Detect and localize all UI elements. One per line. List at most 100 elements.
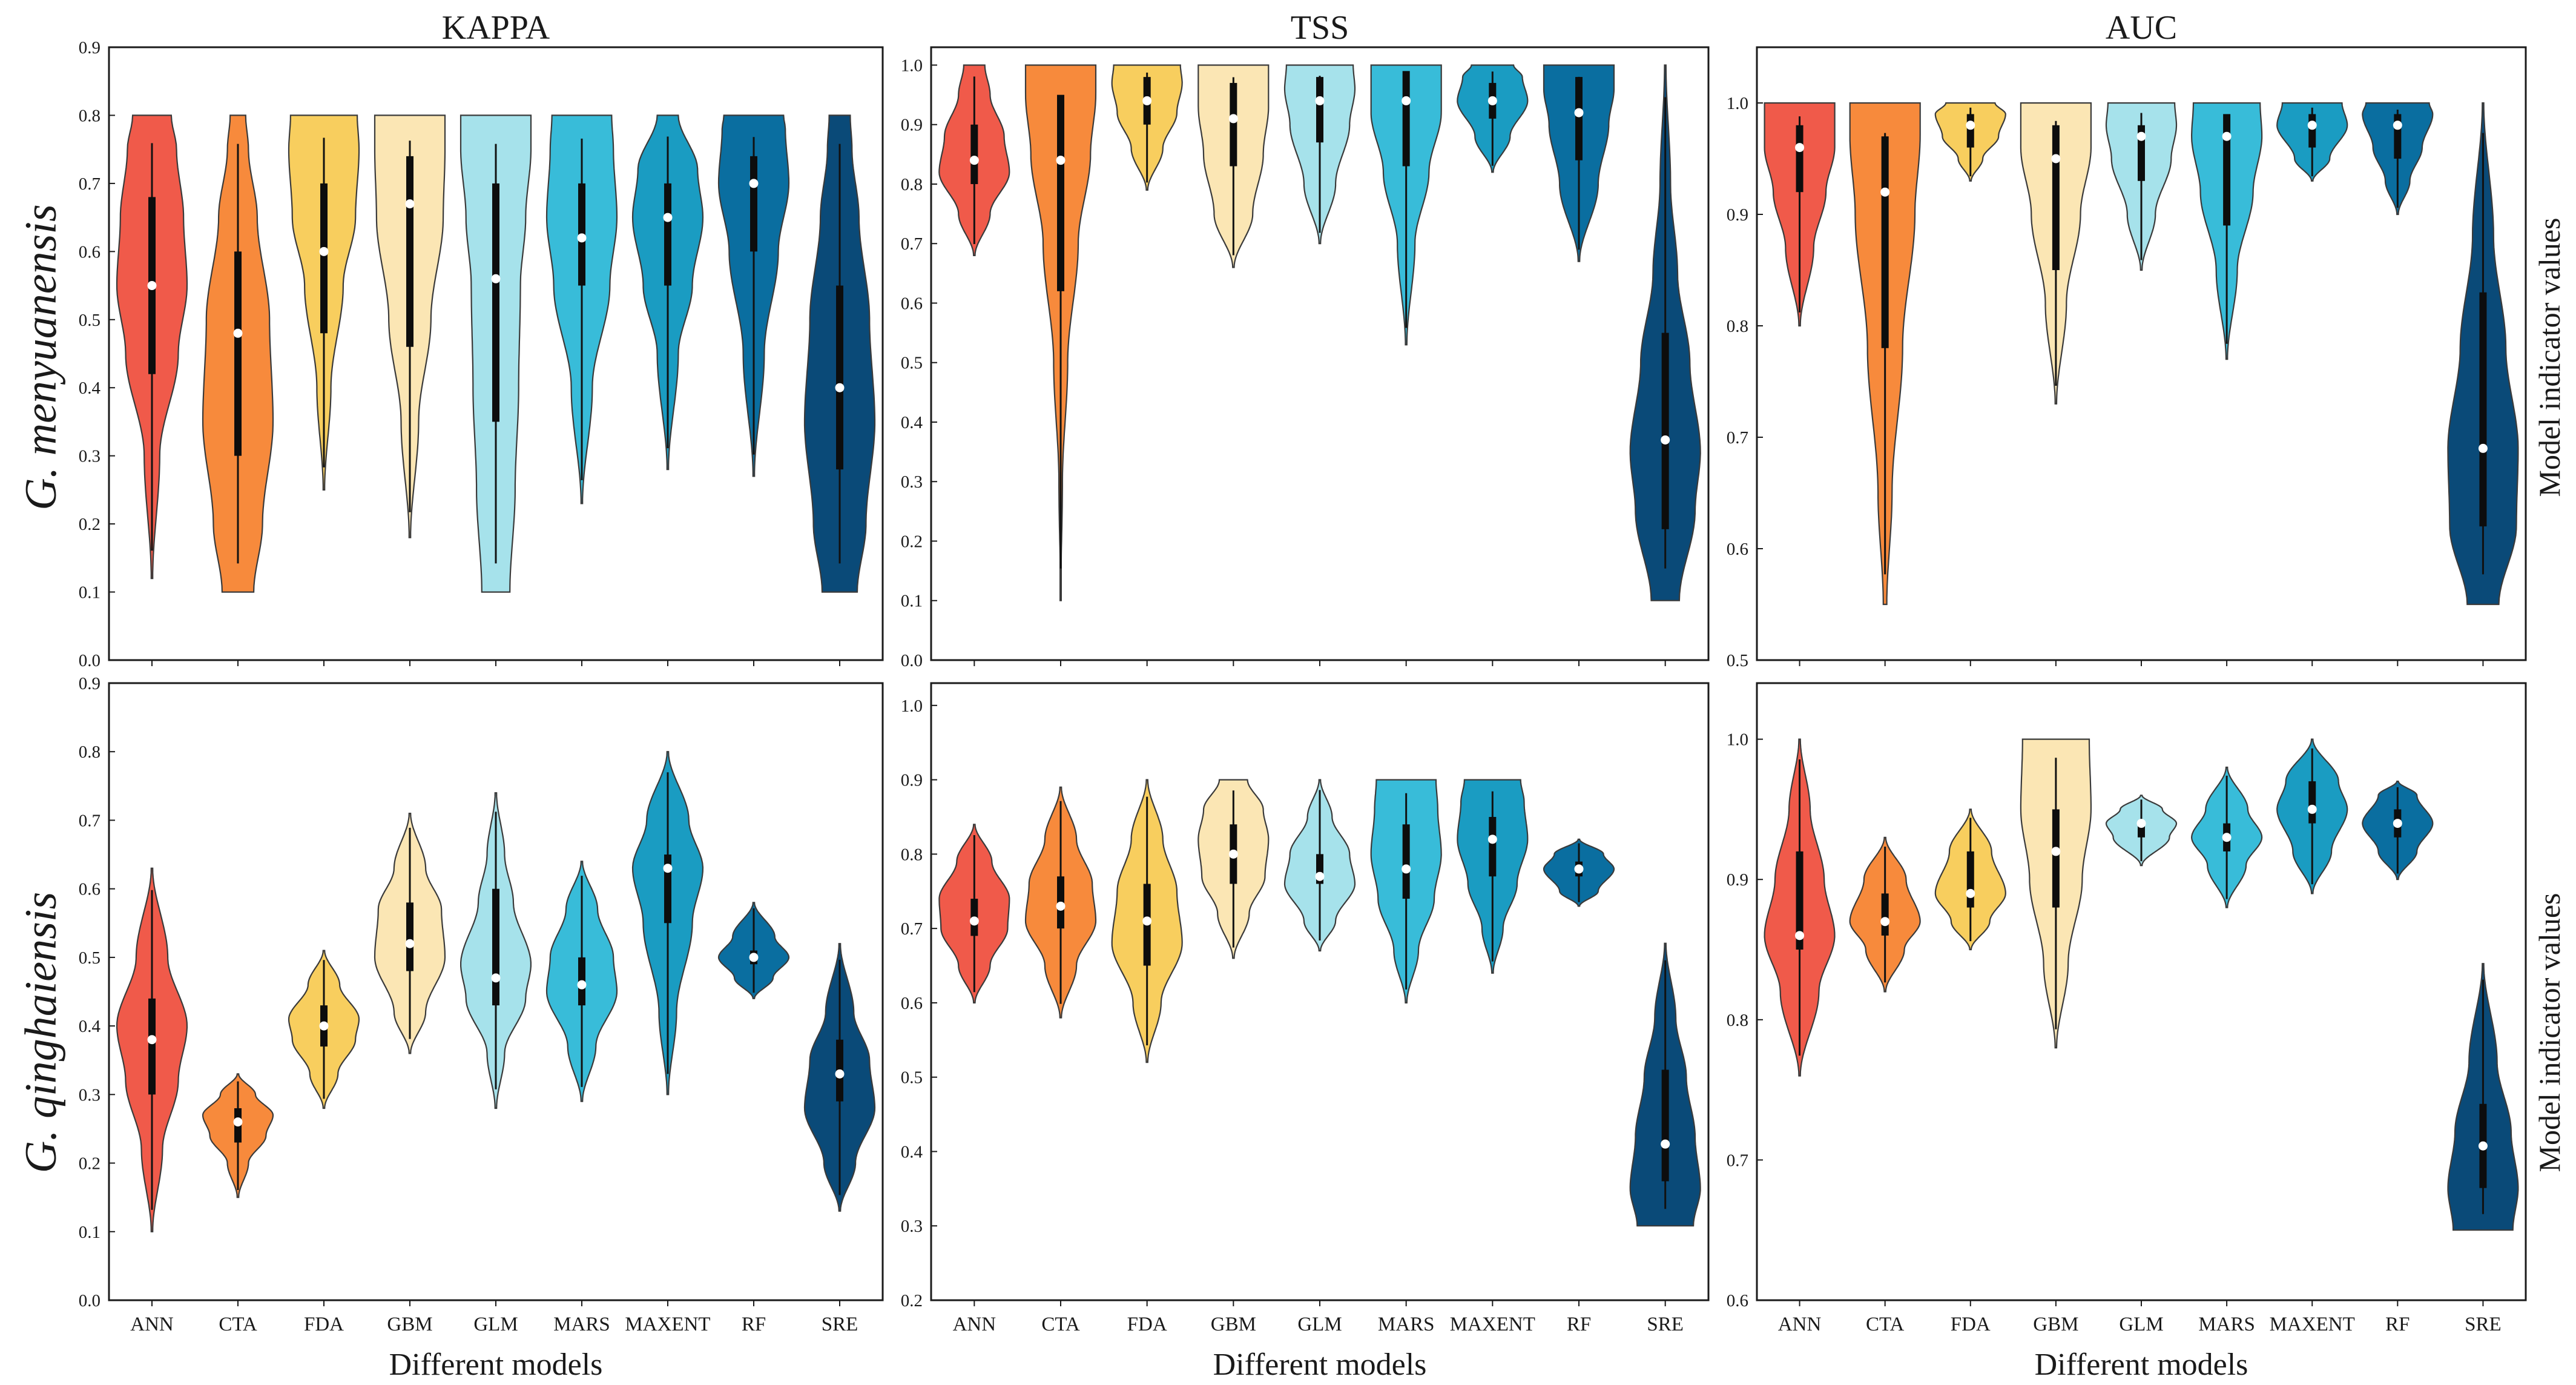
panel-frame [1756,46,2527,661]
median-dot-sre [835,1069,845,1079]
median-dot-fda [1966,888,1975,898]
y-tick-label: 0.7 [79,174,100,194]
median-dot-cta [233,328,243,338]
x-tick-label-gbm: GBM [387,1314,432,1335]
iqr-box-fda [1966,114,1974,148]
iqr-box-gbm [406,156,413,347]
x-tick-label-fda: FDA [304,1314,344,1335]
column-title-tss: TSS [1291,9,1349,47]
median-dot-gbm [405,199,415,209]
median-dot-cta [1880,917,1890,927]
y-tick-label: 0.9 [79,674,100,693]
median-dot-ann [147,1035,157,1045]
median-dot-cta [233,1117,243,1127]
panel-kappa-menyuanensis: 0.0 0.1 0.2 0.3 0.4 0.5 0.6 0.7 0.8 0.9 [79,38,884,670]
y-tick-label: 0.6 [79,242,100,262]
y-tick-label: 1.0 [1727,94,1748,113]
median-dot-maxent [663,213,673,222]
column-title-auc: AUC [2106,9,2177,47]
median-dot-ann [969,156,979,165]
median-dot-rf [1574,108,1584,117]
x-tick-label-fda: FDA [1951,1314,1991,1335]
y-tick-label: 0.7 [1727,428,1748,448]
median-dot-maxent [663,864,673,873]
iqr-box-ann [148,998,156,1095]
median-dot-cta [1056,156,1066,165]
y-tick-label: 0.8 [1727,317,1748,336]
iqr-box-glm [492,183,499,422]
median-dot-maxent [2307,804,2317,814]
x-tick-label-gbm: GBM [2033,1314,2078,1335]
median-dot-ann [1795,931,1805,940]
median-dot-sre [1661,1139,1670,1149]
x-tick-label-sre: SRE [1647,1314,1684,1335]
y-tick-label: 0.1 [79,583,100,603]
median-dot-rf [749,953,759,962]
x-axis-title-kappa: Different models [389,1347,603,1382]
panel-auc-qinghaiensis: 0.6 0.7 0.8 0.9 1.0 ANN CTA FDA GBM GLM MARS MAXENT… [1727,682,2527,1335]
y-tick-label: 0.7 [901,919,923,939]
y-tick-label: 0.3 [901,472,923,492]
median-dot-fda [319,246,329,256]
x-tick-label-rf: RF [1567,1314,1591,1335]
x-tick-label-rf: RF [2385,1314,2410,1335]
panel-frame [930,46,1710,661]
y-tick-label: 0.5 [79,948,100,968]
x-tick-label-glm: GLM [2119,1314,2163,1335]
y-axis-title-bottom: Model indicator values [2532,893,2566,1172]
panel-frame [1756,682,2527,1301]
y-tick-label: 0.8 [901,845,923,864]
iqr-box-ann [970,124,978,184]
median-dot-glm [2136,819,2146,828]
y-tick-label: 0.2 [901,532,923,551]
x-tick-label-gbm: GBM [1211,1314,1256,1335]
median-dot-sre [835,383,845,392]
y-tick-label: 0.0 [79,651,100,670]
y-tick-label: 0.5 [901,1068,923,1088]
y-tick-label: 0.7 [901,234,923,254]
median-dot-ann [147,281,157,291]
y-tick-label: 0.4 [79,378,101,398]
iqr-box-maxent [2308,781,2316,824]
iqr-box-mars [2223,114,2231,226]
y-tick-label: 0.1 [79,1223,100,1242]
x-tick-label-cta: CTA [219,1314,257,1335]
iqr-box-sre [836,285,843,470]
y-tick-label: 0.4 [901,1142,923,1162]
median-dot-fda [1142,916,1152,926]
median-dot-rf [1574,864,1584,874]
y-axis-title-top: Model indicator values [2532,218,2566,497]
iqr-box-maxent [664,183,671,286]
iqr-box-sre [2479,292,2487,527]
y-tick-label: 0.3 [79,1085,100,1105]
x-tick-label-glm: GLM [1297,1314,1342,1335]
y-tick-label: 1.0 [901,56,923,75]
y-tick-label: 0.7 [1727,1151,1748,1170]
median-dot-ann [969,916,979,926]
x-tick-label-maxent: MAXENT [625,1314,710,1335]
x-tick-label-cta: CTA [1041,1314,1080,1335]
median-dot-gbm [1228,114,1238,124]
median-dot-glm [491,973,501,983]
y-tick-label: 0.9 [79,38,100,58]
y-tick-label: 0.7 [79,811,100,830]
iqr-box-glm [1316,77,1323,143]
y-tick-label: 0.9 [1727,870,1748,890]
y-tick-label: 0.2 [79,1154,100,1174]
x-tick-label-sre: SRE [2465,1314,2502,1335]
y-tick-label: 1.0 [901,696,923,716]
median-dot-gbm [1228,849,1238,859]
median-dot-mars [1402,96,1411,105]
y-tick-label: 0.1 [901,592,923,611]
x-tick-label-ann: ANN [1778,1314,1822,1335]
median-dot-rf [2393,819,2402,828]
y-tick-label: 0.6 [901,294,923,313]
panel-frame [108,682,884,1301]
y-tick-label: 0.6 [1727,540,1748,559]
panel-kappa-qinghaiensis: 0.0 0.1 0.2 0.3 0.4 0.5 0.6 0.7 0.8 0.9 ANN CTA FDA G… [79,674,884,1335]
median-dot-cta [1880,187,1890,197]
row-label-menyuanensis: G. menyuanensis [16,204,66,511]
x-tick-label-fda: FDA [1127,1314,1167,1335]
median-dot-glm [1315,871,1325,881]
